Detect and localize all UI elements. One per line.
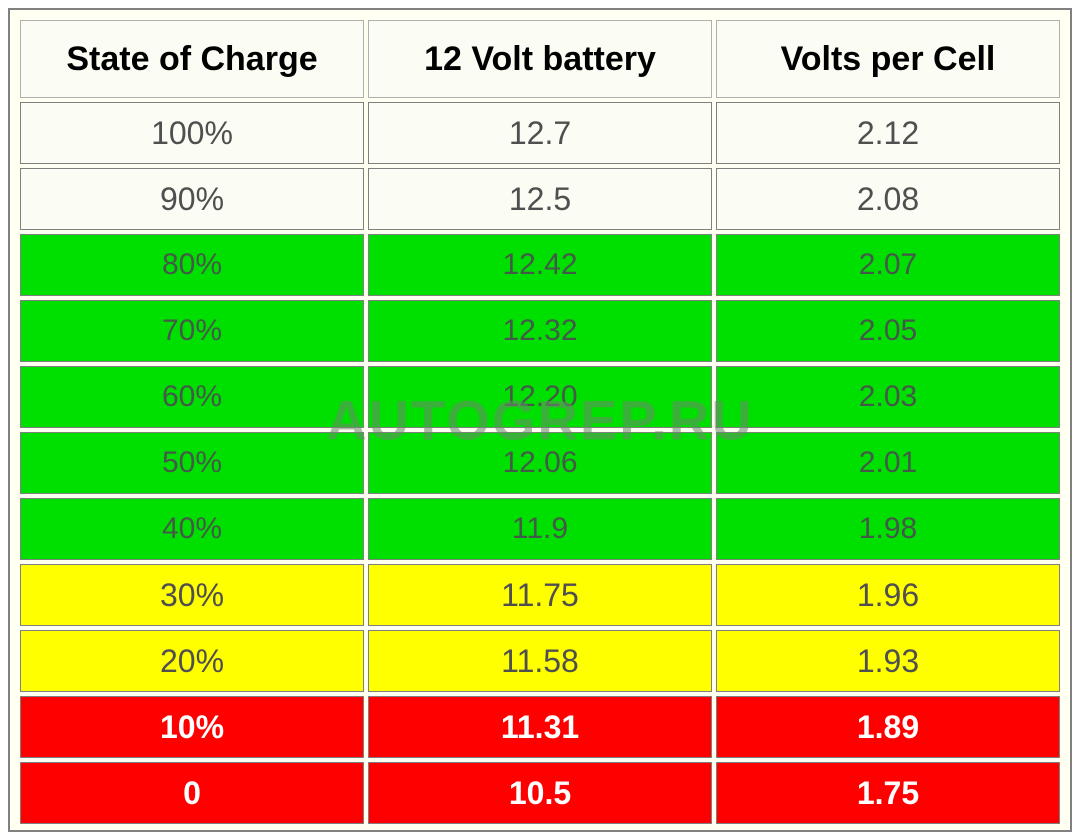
table-row: 010.51.75 (20, 762, 1060, 824)
table-cell: 12.7 (368, 102, 712, 164)
table-row: 80%12.422.07 (20, 234, 1060, 296)
table-cell: 30% (20, 564, 364, 626)
table-cell: 12.5 (368, 168, 712, 230)
table-cell: 70% (20, 300, 364, 362)
col-header-volts-per-cell: Volts per Cell (716, 20, 1060, 98)
table-cell: 1.96 (716, 564, 1060, 626)
col-header-12v-battery: 12 Volt battery (368, 20, 712, 98)
table-cell: 60% (20, 366, 364, 428)
table-cell: 11.58 (368, 630, 712, 692)
col-header-state-of-charge: State of Charge (20, 20, 364, 98)
table-row: 70%12.322.05 (20, 300, 1060, 362)
table-cell: 11.31 (368, 696, 712, 758)
table-cell: 2.07 (716, 234, 1060, 296)
table-header-row: State of Charge 12 Volt battery Volts pe… (20, 20, 1060, 98)
table-cell: 100% (20, 102, 364, 164)
table-row: 100%12.72.12 (20, 102, 1060, 164)
table-row: 60%12.202.03 (20, 366, 1060, 428)
table-cell: 10.5 (368, 762, 712, 824)
table-cell: 1.93 (716, 630, 1060, 692)
table-cell: 12.32 (368, 300, 712, 362)
table-cell: 2.08 (716, 168, 1060, 230)
table-body: 100%12.72.1290%12.52.0880%12.422.0770%12… (20, 102, 1060, 824)
table-cell: 1.98 (716, 498, 1060, 560)
table-row: 20%11.581.93 (20, 630, 1060, 692)
table-cell: 80% (20, 234, 364, 296)
table-cell: 2.12 (716, 102, 1060, 164)
table-cell: 20% (20, 630, 364, 692)
table-row: 50%12.062.01 (20, 432, 1060, 494)
table-cell: 2.01 (716, 432, 1060, 494)
table-cell: 0 (20, 762, 364, 824)
table-cell: 12.06 (368, 432, 712, 494)
battery-soc-table-container: State of Charge 12 Volt battery Volts pe… (8, 8, 1072, 832)
table-cell: 1.89 (716, 696, 1060, 758)
table-row: 10%11.311.89 (20, 696, 1060, 758)
table-cell: 12.42 (368, 234, 712, 296)
table-row: 30%11.751.96 (20, 564, 1060, 626)
table-cell: 12.20 (368, 366, 712, 428)
table-cell: 2.03 (716, 366, 1060, 428)
table-cell: 1.75 (716, 762, 1060, 824)
table-cell: 2.05 (716, 300, 1060, 362)
table-cell: 11.75 (368, 564, 712, 626)
battery-soc-table: State of Charge 12 Volt battery Volts pe… (16, 16, 1064, 828)
table-row: 40%11.91.98 (20, 498, 1060, 560)
table-cell: 10% (20, 696, 364, 758)
table-cell: 40% (20, 498, 364, 560)
table-cell: 50% (20, 432, 364, 494)
table-cell: 90% (20, 168, 364, 230)
table-cell: 11.9 (368, 498, 712, 560)
table-row: 90%12.52.08 (20, 168, 1060, 230)
